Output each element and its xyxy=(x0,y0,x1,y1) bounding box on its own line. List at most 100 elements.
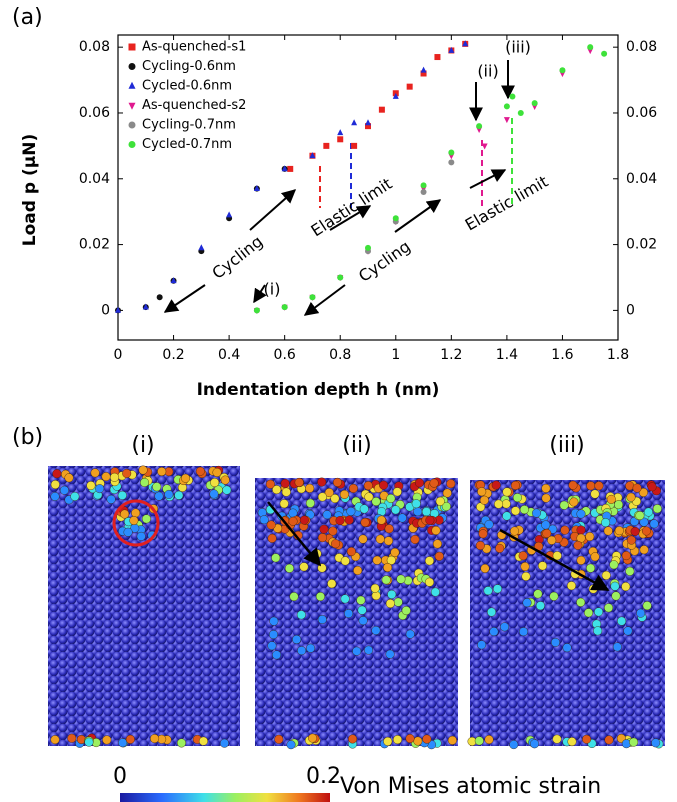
snapshot-label: (i) xyxy=(131,433,154,458)
atom xyxy=(487,607,497,617)
atom xyxy=(502,487,512,497)
y2-tick-label: 0.04 xyxy=(626,171,657,187)
atom xyxy=(531,508,541,518)
atom xyxy=(154,491,164,501)
atom xyxy=(601,518,611,528)
atom xyxy=(638,487,648,497)
atom xyxy=(266,520,276,530)
atom xyxy=(281,487,291,497)
atom xyxy=(59,485,69,495)
atom xyxy=(612,642,622,652)
x-tick-label: 0.8 xyxy=(329,347,351,363)
arrow xyxy=(249,189,297,231)
legend-label: Cycled-0.7nm xyxy=(142,137,232,152)
legend-marker xyxy=(128,141,136,148)
atom xyxy=(512,493,522,503)
atom xyxy=(432,539,442,549)
atom xyxy=(296,610,306,620)
atom xyxy=(265,479,275,489)
atom xyxy=(352,646,362,656)
atom xyxy=(67,733,77,743)
atom xyxy=(391,505,401,515)
legend-marker xyxy=(128,102,136,110)
atom xyxy=(586,481,596,491)
x-tick-label: 0.2 xyxy=(162,347,184,363)
atom xyxy=(547,535,557,545)
panel-label: (b) xyxy=(12,425,43,450)
atom xyxy=(385,599,395,609)
atom xyxy=(552,734,562,744)
atom xyxy=(586,563,596,573)
atom xyxy=(150,734,160,744)
atom xyxy=(371,625,381,635)
atom xyxy=(521,571,531,581)
arrow xyxy=(163,284,206,313)
atom xyxy=(118,738,128,748)
atom xyxy=(181,473,191,483)
annotation: Elastic limit xyxy=(462,172,552,235)
atom xyxy=(494,499,504,509)
colorbar-tick-label: 0 xyxy=(113,764,127,789)
atom xyxy=(649,519,659,529)
y-tick-label: 0.02 xyxy=(79,237,110,253)
arrow xyxy=(267,501,322,567)
data-point xyxy=(253,185,260,192)
atom xyxy=(288,516,298,526)
data-point xyxy=(601,50,608,57)
atom xyxy=(484,519,494,529)
data-point xyxy=(253,307,260,314)
data-point xyxy=(156,294,163,301)
data-point xyxy=(378,106,385,113)
atom xyxy=(422,734,432,744)
x-tick-label: 1.2 xyxy=(440,347,462,363)
atom xyxy=(541,483,551,493)
legend-marker xyxy=(128,121,136,129)
atom xyxy=(52,469,62,479)
atom xyxy=(483,586,493,596)
atom xyxy=(559,500,569,510)
atom xyxy=(441,501,451,511)
atom xyxy=(576,555,586,565)
data-point xyxy=(420,70,427,77)
atom xyxy=(340,594,350,604)
atom xyxy=(414,478,424,488)
atom xyxy=(584,608,594,618)
atom xyxy=(376,515,386,525)
atom xyxy=(284,563,294,573)
data-point xyxy=(198,244,205,251)
atom xyxy=(317,477,327,487)
atom xyxy=(425,515,435,525)
atom xyxy=(322,510,332,520)
atom xyxy=(280,478,290,488)
atom xyxy=(611,591,621,601)
atom xyxy=(413,736,423,746)
atom xyxy=(397,513,407,523)
atom xyxy=(324,488,334,498)
atom xyxy=(340,556,350,566)
atom xyxy=(136,531,146,541)
atom xyxy=(491,480,501,490)
atom xyxy=(603,526,613,536)
atom xyxy=(86,481,96,491)
atom xyxy=(630,526,640,536)
atom xyxy=(576,597,586,607)
snapshot-i xyxy=(48,466,240,746)
atom xyxy=(535,601,545,611)
atom xyxy=(299,562,309,572)
atom xyxy=(315,592,325,602)
atom xyxy=(421,507,431,517)
atom xyxy=(84,737,94,747)
atom xyxy=(610,581,620,591)
atom xyxy=(330,494,340,504)
atom xyxy=(636,608,646,618)
atom xyxy=(364,645,374,655)
arrow xyxy=(469,169,507,189)
atom xyxy=(435,496,445,506)
atom xyxy=(632,483,642,493)
data-point xyxy=(226,211,233,218)
atom xyxy=(294,477,304,487)
data-point xyxy=(287,165,294,172)
atom xyxy=(328,526,338,536)
data-point xyxy=(365,244,371,251)
atom xyxy=(177,738,187,748)
